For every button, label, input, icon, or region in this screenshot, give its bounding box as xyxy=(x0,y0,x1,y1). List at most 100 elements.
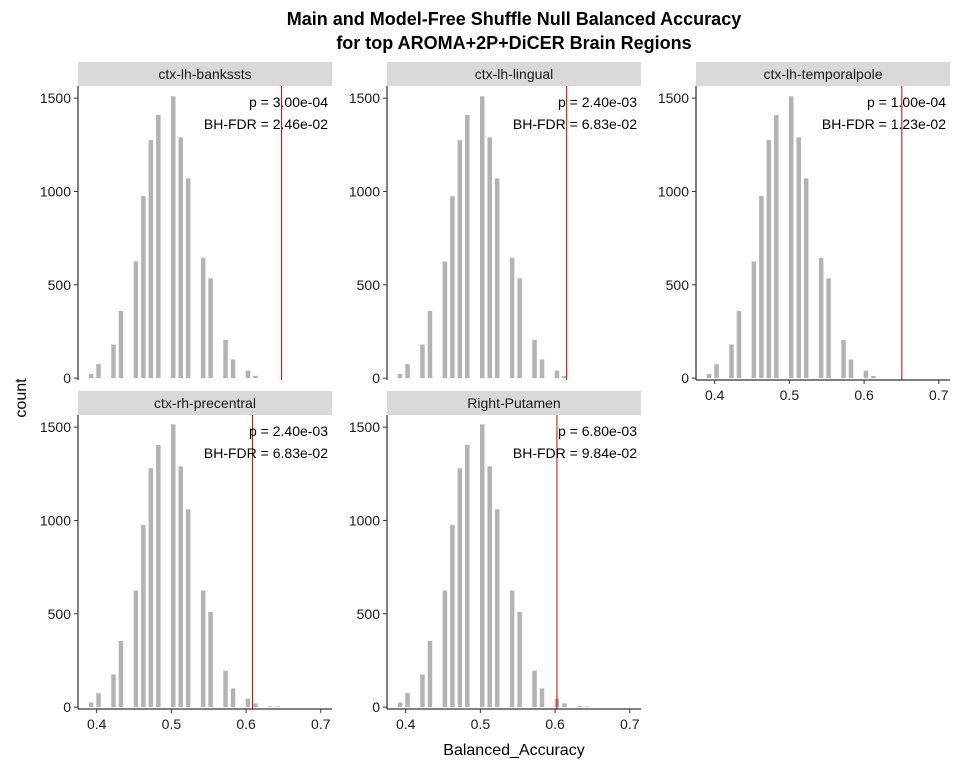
panel-ctx-rh-precentral: ctx-rh-precentral p = 2.40e-03 BH-FDR = 6.… xyxy=(40,391,332,732)
histogram-bar xyxy=(185,509,191,708)
facet-strip-label: Right-Putamen xyxy=(467,395,560,411)
histogram-bar xyxy=(848,359,854,379)
histogram-bar xyxy=(442,590,448,708)
histogram-bar xyxy=(532,339,537,379)
y-tick-label: 1500 xyxy=(658,90,689,106)
x-tick-label: 0.7 xyxy=(311,716,331,732)
x-tick-label: 0.5 xyxy=(471,716,491,732)
bh-fdr-annotation: BH-FDR = 1.23e-02 xyxy=(822,116,946,132)
histogram-bar xyxy=(223,670,228,708)
histogram-bar xyxy=(562,703,567,708)
histogram-bar xyxy=(111,674,116,708)
y-tick-label: 1000 xyxy=(40,512,71,528)
bh-fdr-annotation: BH-FDR = 6.83e-02 xyxy=(204,445,328,461)
histogram-bar xyxy=(532,670,537,708)
histogram-bar xyxy=(88,374,94,379)
histogram-bar xyxy=(245,370,251,379)
x-tick-label: 0.5 xyxy=(162,716,182,732)
y-tick-label: 1500 xyxy=(40,419,71,435)
histogram-bar xyxy=(577,706,582,708)
histogram-bar xyxy=(118,640,124,708)
histogram-bar xyxy=(96,364,101,379)
p-value-annotation: p = 1.00e-04 xyxy=(867,94,946,110)
y-tick-label: 1500 xyxy=(349,90,380,106)
histogram-bar xyxy=(517,278,522,379)
histogram-bar xyxy=(494,509,500,708)
histogram-bar xyxy=(487,466,492,708)
histogram-bar xyxy=(759,196,764,379)
histogram-bar xyxy=(751,261,757,379)
x-tick-label: 0.5 xyxy=(780,387,800,403)
x-tick-label: 0.4 xyxy=(705,387,725,403)
y-axis-title: count xyxy=(13,378,30,418)
x-tick-label: 0.4 xyxy=(87,716,107,732)
histogram-bar xyxy=(230,688,236,708)
histogram-bar xyxy=(420,674,425,708)
histogram-bar xyxy=(714,364,719,379)
y-tick-label: 500 xyxy=(357,606,381,622)
histogram-bar xyxy=(442,261,448,379)
histogram-bar xyxy=(148,140,154,379)
histogram-bar xyxy=(539,688,545,708)
y-tick-label: 1500 xyxy=(40,90,71,106)
y-tick-label: 0 xyxy=(63,699,71,715)
bh-fdr-annotation: BH-FDR = 2.46e-02 xyxy=(204,116,328,132)
histogram-bar xyxy=(156,114,161,379)
histogram-bar xyxy=(405,364,410,379)
histogram-bar xyxy=(509,257,515,379)
facet-strip-label: ctx-rh-precentral xyxy=(154,395,256,411)
histogram-bar xyxy=(178,137,183,379)
histogram-bar xyxy=(450,525,455,708)
histogram-bar xyxy=(427,310,433,379)
histogram-bar xyxy=(200,590,206,708)
histogram-bar xyxy=(427,640,433,708)
x-tick-label: 0.7 xyxy=(929,387,949,403)
y-tick-label: 500 xyxy=(48,277,72,293)
facet-strip-label: ctx-lh-lingual xyxy=(475,66,554,82)
histogram-bar xyxy=(148,468,154,708)
histogram-bar xyxy=(96,693,101,708)
histogram-bar xyxy=(554,370,560,379)
y-tick-label: 1000 xyxy=(658,183,689,199)
histogram-bar xyxy=(397,374,403,379)
facet-strip xyxy=(78,62,332,86)
histogram-bar xyxy=(584,706,590,708)
facet-strip xyxy=(78,391,332,415)
histogram-bar xyxy=(253,703,258,708)
histogram-bar xyxy=(133,590,139,708)
histogram-bar xyxy=(245,698,251,708)
histogram-bar xyxy=(494,178,500,379)
histogram-bar xyxy=(200,257,206,379)
p-value-annotation: p = 3.00e-04 xyxy=(249,94,328,110)
histogram-bar xyxy=(88,702,94,708)
histogram-bar xyxy=(185,178,191,379)
histogram-bar xyxy=(766,140,772,379)
p-value-annotation: p = 2.40e-03 xyxy=(558,94,637,110)
histogram-bar xyxy=(796,137,801,379)
y-tick-label: 500 xyxy=(48,606,72,622)
histogram-bar xyxy=(178,466,183,708)
histogram-bar xyxy=(275,706,281,708)
histogram-bar xyxy=(141,525,146,708)
facet-strip xyxy=(696,62,950,86)
panel-right-putamen: Right-Putamen p = 6.80e-03 BH-FDR = 9.84e-… xyxy=(349,391,641,732)
bh-fdr-annotation: BH-FDR = 9.84e-02 xyxy=(513,445,637,461)
histogram-bar xyxy=(487,137,492,379)
histogram-bar xyxy=(208,278,213,379)
histogram-bar xyxy=(420,344,425,379)
histogram-bar xyxy=(118,310,124,379)
histogram-bar xyxy=(397,702,403,708)
y-tick-label: 0 xyxy=(681,370,689,386)
x-tick-label: 0.6 xyxy=(236,716,256,732)
histogram-bar xyxy=(208,611,213,708)
histogram-bar xyxy=(156,444,161,708)
histogram-bar xyxy=(465,114,470,379)
histogram-bar xyxy=(736,310,742,379)
x-axis-title: Balanced_Accuracy xyxy=(443,742,584,759)
histogram-bar xyxy=(133,261,139,379)
facet-strip-label: ctx-lh-bankssts xyxy=(158,66,251,82)
chart-title: Main and Model-Free Shuffle Null Balance… xyxy=(287,9,741,29)
facet-strip xyxy=(387,391,641,415)
histogram-bar xyxy=(405,693,410,708)
